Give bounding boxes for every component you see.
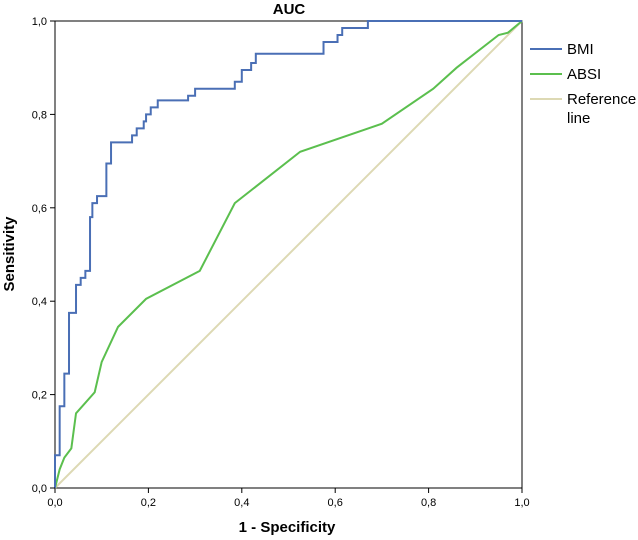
legend-label-bmi: BMI	[567, 41, 594, 58]
chart-title: AUC	[273, 1, 306, 18]
series-line-bmi	[54, 20, 522, 488]
legend: BMI ABSI Reference line	[530, 41, 636, 127]
x-tick-label: 0,0	[47, 497, 62, 509]
x-tick-label: 1,0	[514, 497, 529, 509]
y-tick-label: 0,6	[32, 203, 47, 215]
y-tick-label: 1,0	[32, 16, 47, 28]
x-tick-label: 0,8	[421, 497, 436, 509]
x-tick-label: 0,6	[328, 497, 343, 509]
legend-label-reference-line: Reference	[567, 91, 636, 108]
x-axis-label: 1 - Specificity	[239, 519, 336, 536]
y-tick-label: 0,4	[32, 296, 47, 308]
series-line-reference-line	[54, 20, 523, 489]
axis-ticks: 0,0 0,2 0,4 0,6 0,8 1,0 0,0 0,2 0,4 0,6 0,8 1,0	[32, 16, 530, 509]
series-group	[54, 20, 523, 489]
y-axis-label: Sensitivity	[1, 216, 18, 292]
legend-label-absi: ABSI	[567, 66, 601, 83]
series-line-absi	[54, 20, 523, 489]
y-tick-label: 0,8	[32, 109, 47, 121]
y-tick-label: 0,0	[32, 483, 47, 495]
y-tick-label: 0,2	[32, 390, 47, 402]
legend-label-reference-line: line	[567, 110, 590, 127]
x-tick-label: 0,2	[141, 497, 156, 509]
x-tick-label: 0,4	[234, 497, 249, 509]
